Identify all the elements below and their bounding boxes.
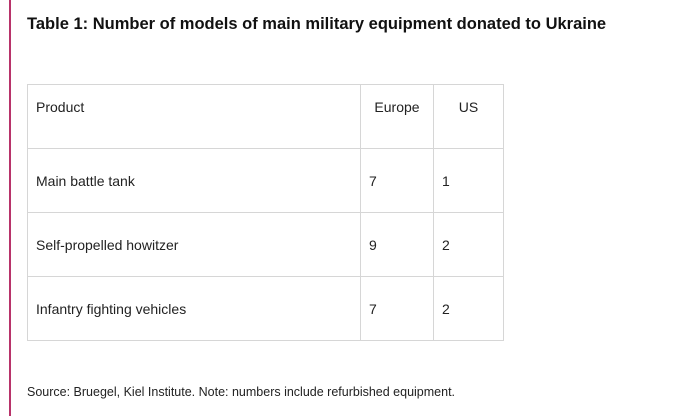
table-header-row: Product Europe US [27,84,504,149]
source-note: Source: Bruegel, Kiel Institute. Note: n… [27,385,456,399]
cell-europe: 7 [360,276,434,341]
header-europe: Europe [360,84,434,149]
table-row: Infantry fighting vehicles 7 2 [27,276,504,341]
data-table: Product Europe US Main battle tank 7 1 S… [27,84,504,341]
cell-product: Self-propelled howitzer [27,212,361,277]
cell-us: 2 [433,212,504,277]
table-row: Main battle tank 7 1 [27,148,504,213]
cell-europe: 7 [360,148,434,213]
cell-europe: 9 [360,212,434,277]
cell-product: Infantry fighting vehicles [27,276,361,341]
table-row: Self-propelled howitzer 9 2 [27,212,504,277]
cell-us: 1 [433,148,504,213]
cell-us: 2 [433,276,504,341]
cell-product: Main battle tank [27,148,361,213]
header-us: US [433,84,504,149]
table-title: Table 1: Number of models of main milita… [27,15,607,33]
left-accent-rule [9,0,11,416]
header-product: Product [27,84,361,149]
